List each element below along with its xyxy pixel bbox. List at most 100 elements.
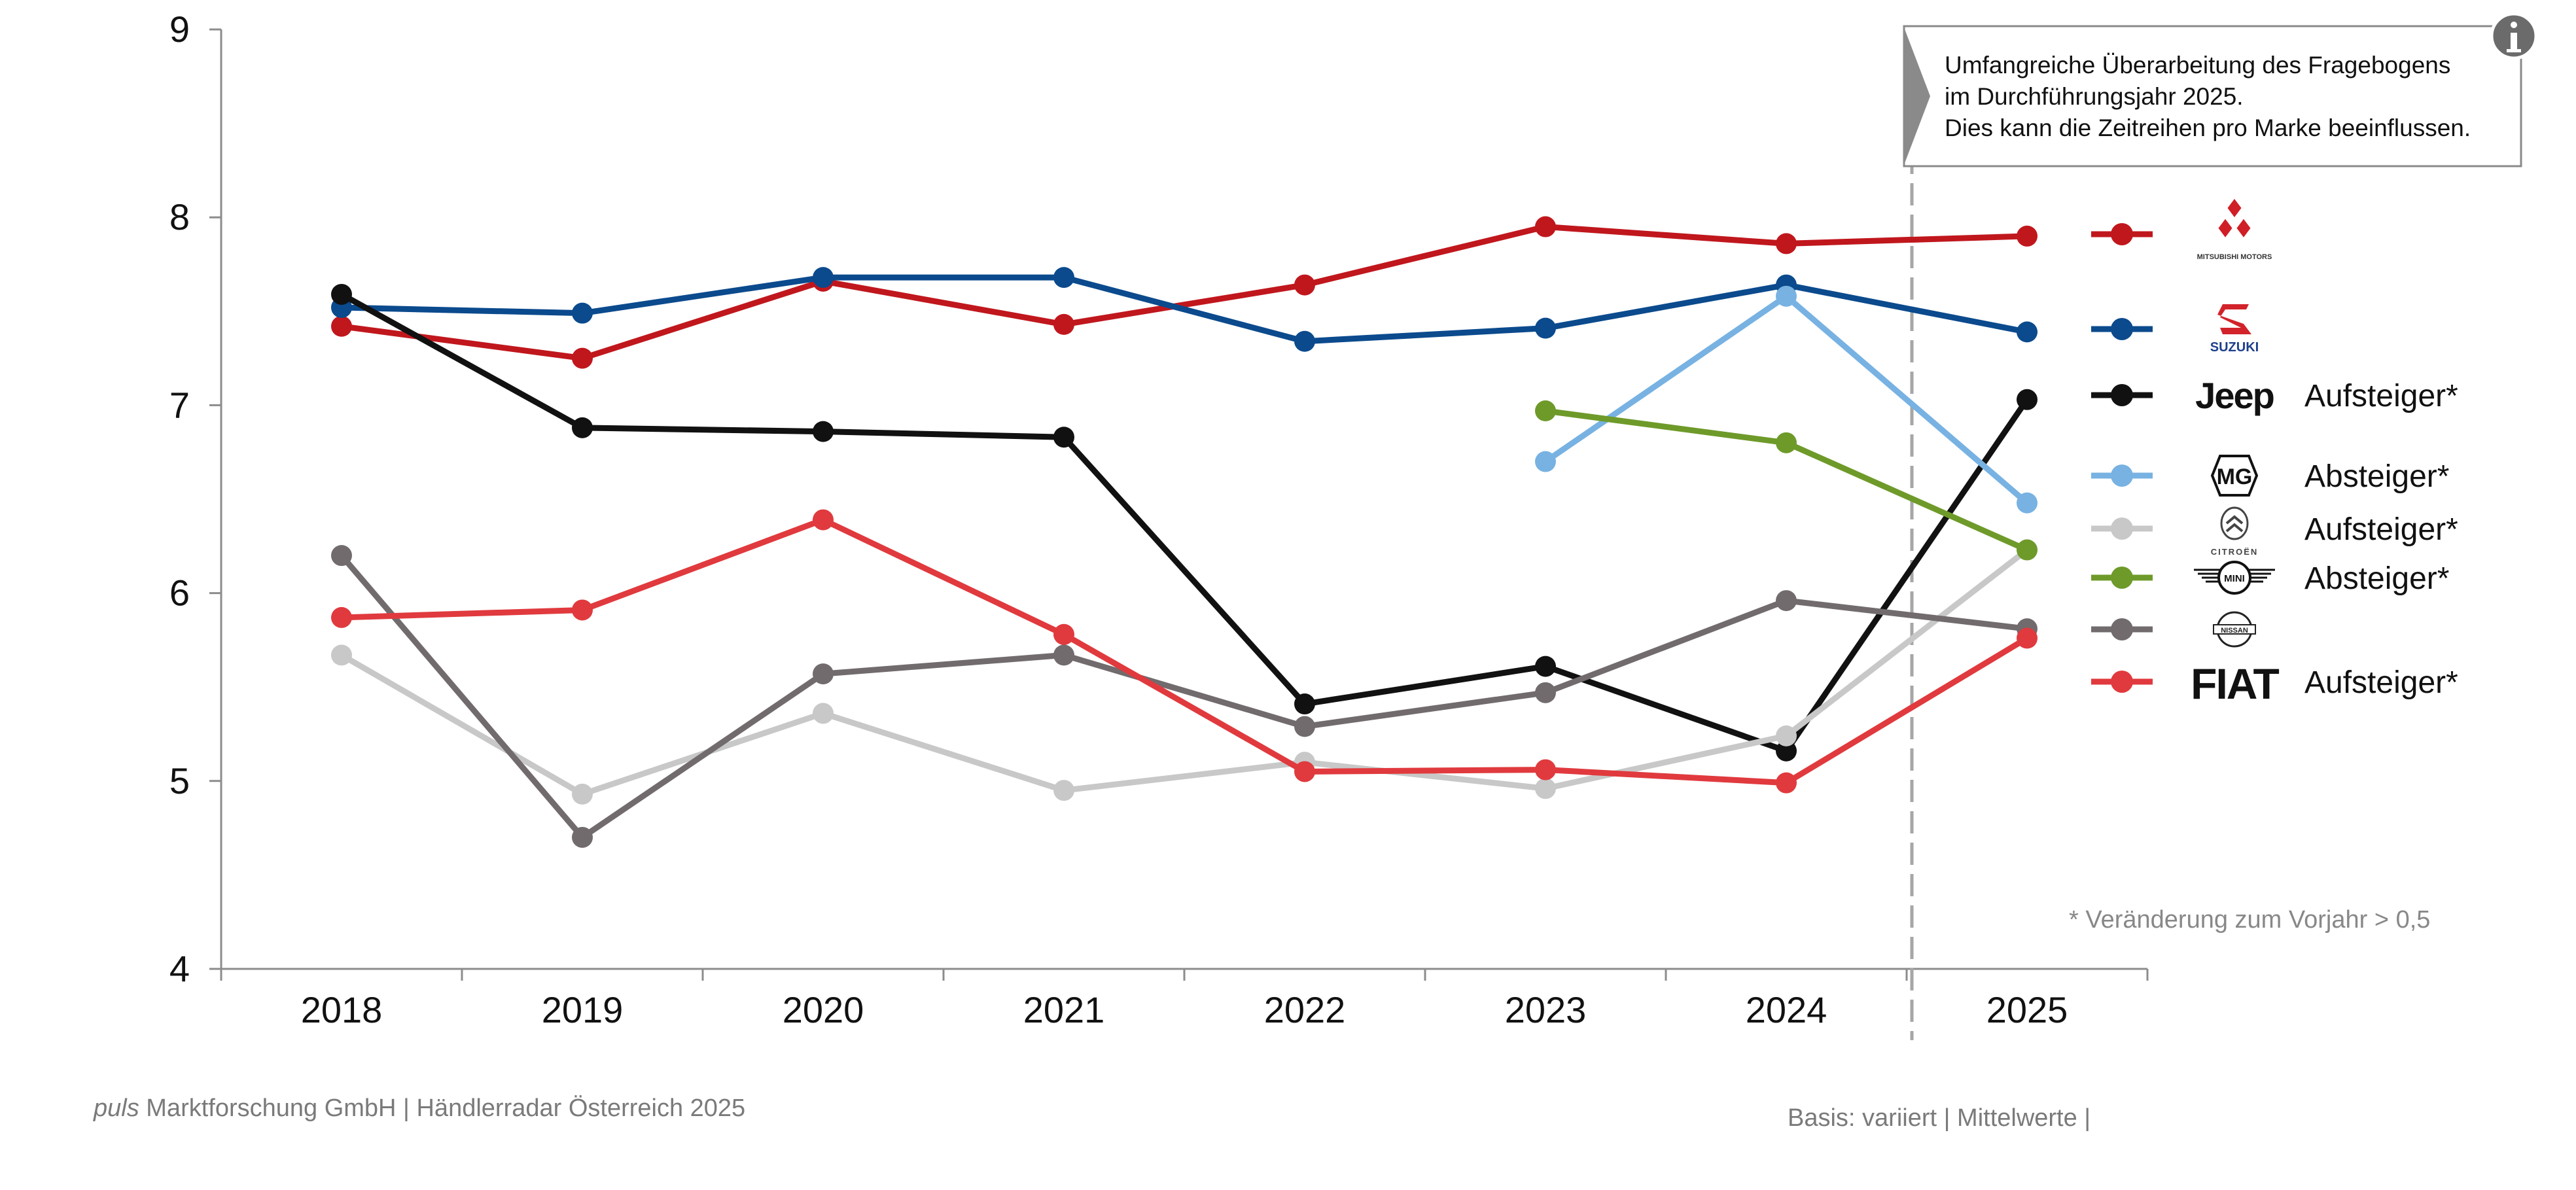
data-point <box>813 703 834 724</box>
legend-item-jeep: Jeep Aufsteiger* <box>2091 375 2458 416</box>
data-point <box>331 606 352 628</box>
annotation-box: Umfangreiche Überarbeitung des Frageboge… <box>1903 25 2522 167</box>
annotation-line-2: im Durchführungsjahr 2025. <box>1945 83 2244 110</box>
legend-item-nissan: NISSAN <box>2091 611 2256 648</box>
data-point <box>813 509 834 531</box>
y-tick-label: 4 <box>169 948 190 989</box>
data-point <box>1776 285 1797 307</box>
legend-item-mitsubishi: MITSUBISHI MOTORS <box>2091 199 2272 261</box>
series-line <box>338 224 2030 362</box>
series-nissan <box>331 545 2038 848</box>
legend-marker <box>2111 671 2133 693</box>
annotation-line-1: Umfangreiche Überarbeitung des Frageboge… <box>1945 52 2450 79</box>
data-point <box>1535 317 1556 339</box>
svg-text:CITROËN: CITROËN <box>2211 547 2259 557</box>
legend: MITSUBISHI MOTORS SUZUKI Jeep Aufsteiger* MG… <box>2091 199 2458 708</box>
svg-text:MITSUBISHI MOTORS: MITSUBISHI MOTORS <box>2197 253 2272 261</box>
data-point <box>572 347 593 369</box>
data-point <box>331 283 352 305</box>
data-point <box>1535 400 1556 422</box>
data-point <box>1053 623 1074 645</box>
svg-text:MG: MG <box>2217 464 2253 489</box>
data-point <box>572 783 593 805</box>
data-point <box>572 417 593 438</box>
data-point <box>572 302 593 324</box>
data-point <box>1776 590 1797 612</box>
x-tick-label: 2019 <box>542 989 624 1030</box>
data-point <box>1053 644 1074 666</box>
series-jeep <box>331 283 2038 761</box>
footnote-change: * Veränderung zum Vorjahr > 0,5 <box>2069 906 2430 934</box>
legend-status: Absteiger* <box>2304 561 2449 596</box>
footer-source-text: Marktforschung GmbH | Händlerradar Öster… <box>139 1094 745 1122</box>
y-tick-label: 6 <box>169 572 190 614</box>
data-point <box>1294 330 1315 352</box>
x-tick-label: 2023 <box>1505 989 1587 1030</box>
jeep-logo-icon: Jeep <box>2195 375 2274 416</box>
data-point <box>2017 321 2038 343</box>
y-tick-label: 8 <box>169 196 190 237</box>
series-line <box>338 552 2030 841</box>
legend-status: Aufsteiger* <box>2304 665 2458 700</box>
legend-status: Aufsteiger* <box>2304 512 2458 547</box>
data-point <box>813 267 834 289</box>
legend-marker <box>2111 618 2133 640</box>
citroen-logo-icon: CITROËN <box>2211 506 2259 557</box>
data-point <box>572 826 593 848</box>
data-point <box>813 421 834 442</box>
fiat-logo-icon: FIAT <box>2191 659 2279 708</box>
data-point <box>1053 267 1074 289</box>
series-line <box>338 517 2030 786</box>
series-mg <box>1535 285 2038 514</box>
series-line <box>1542 293 2030 506</box>
mini-logo-icon: MINI <box>2194 561 2275 595</box>
series-citron <box>331 539 2038 805</box>
legend-item-citron: CITROËN Aufsteiger* <box>2091 506 2458 557</box>
data-point <box>1294 761 1315 782</box>
series-line <box>338 291 2030 754</box>
x-tick-label: 2024 <box>1746 989 1827 1030</box>
data-point <box>572 599 593 621</box>
data-point <box>2017 627 2038 649</box>
footer-basis: Basis: variiert | Mittelwerte | <box>1788 1104 2091 1132</box>
series-line <box>1542 408 2030 553</box>
x-tick-label: 2025 <box>1986 989 2068 1030</box>
data-point <box>331 644 352 666</box>
legend-item-suzuki: SUZUKI <box>2091 304 2259 355</box>
footer-source: puls Marktforschung GmbH | Händlerradar … <box>93 1094 745 1122</box>
suzuki-logo-icon: SUZUKI <box>2210 304 2259 355</box>
series-line <box>338 547 2030 797</box>
data-point <box>1535 451 1556 472</box>
svg-text:NISSAN: NISSAN <box>2221 627 2248 635</box>
series-mini <box>1535 400 2038 561</box>
annotation-frame <box>1903 25 2522 167</box>
chart-series <box>331 216 2038 848</box>
legend-status: Aufsteiger* <box>2304 379 2458 413</box>
data-point <box>1776 772 1797 794</box>
x-tick-label: 2020 <box>783 989 864 1030</box>
data-point <box>2017 225 2038 247</box>
data-point <box>331 315 352 337</box>
data-point <box>2017 539 2038 561</box>
series-fiat <box>331 509 2038 794</box>
data-point <box>1776 725 1797 746</box>
data-point <box>2017 389 2038 410</box>
data-point <box>1053 427 1074 448</box>
x-tick-label: 2022 <box>1264 989 1346 1030</box>
legend-item-mg: MG Absteiger* <box>2091 455 2449 497</box>
data-point <box>1776 740 1797 761</box>
data-point <box>1535 682 1556 703</box>
data-point <box>813 663 834 685</box>
info-icon[interactable] <box>2490 12 2538 60</box>
data-point <box>1776 432 1797 453</box>
legend-marker <box>2111 517 2133 540</box>
series-line <box>338 274 2030 345</box>
x-tick-label: 2018 <box>301 989 383 1030</box>
data-point <box>1053 780 1074 801</box>
y-tick-label: 7 <box>169 384 190 425</box>
legend-status: Absteiger* <box>2304 459 2449 494</box>
data-point <box>1535 778 1556 799</box>
legend-marker <box>2111 464 2133 487</box>
data-point <box>1535 656 1556 677</box>
